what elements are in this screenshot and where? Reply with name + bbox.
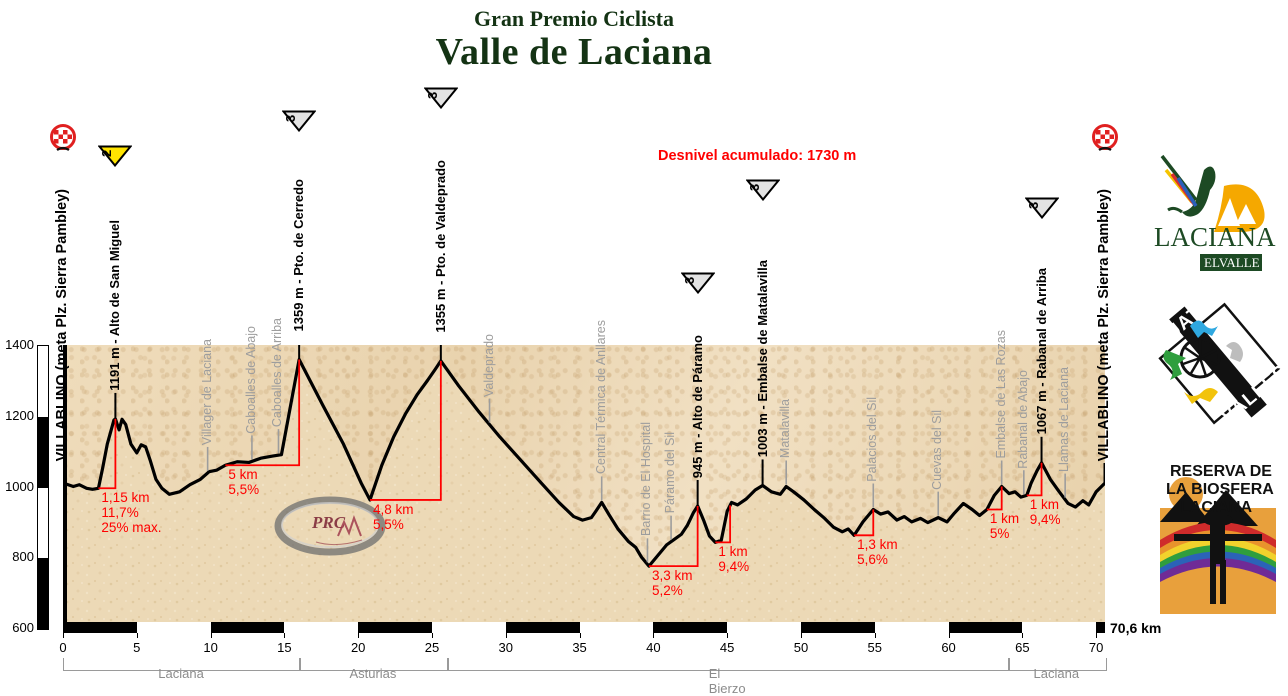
x-axis-tick: 60 bbox=[941, 640, 956, 655]
x-axis-km-bar bbox=[63, 622, 1105, 633]
gradient-bracket bbox=[225, 359, 301, 467]
x-axis-tick-mark bbox=[210, 633, 212, 638]
region-label: Laciana bbox=[1033, 666, 1080, 681]
total-ascent-label: Desnivel acumulado: 1730 m bbox=[658, 148, 857, 164]
x-axis-tick: 30 bbox=[498, 640, 513, 655]
gradient-bracket bbox=[648, 505, 699, 567]
climb-category-number: 2 bbox=[99, 149, 115, 158]
x-axis-tick: 0 bbox=[59, 640, 67, 655]
region-bracket bbox=[299, 658, 449, 671]
climb-category-number: 3 bbox=[424, 91, 440, 100]
climb-category-marker-3: 3 bbox=[680, 272, 715, 294]
y-axis-scale-bar bbox=[37, 345, 49, 630]
region-label: Asturias bbox=[349, 666, 397, 681]
climb-category-marker-2: 2 bbox=[98, 145, 133, 167]
gradient-bracket bbox=[369, 360, 442, 501]
region-bracket bbox=[446, 658, 1010, 671]
climb-category-marker-3: 3 bbox=[282, 110, 317, 132]
x-axis-tick: 25 bbox=[424, 640, 440, 655]
gradient-bracket bbox=[715, 505, 732, 544]
x-axis-tick: 5 bbox=[133, 640, 141, 655]
laciana-el-valle-logo: LACIANA ELVALLE bbox=[1152, 134, 1284, 286]
prc-watermark-logo: PRC bbox=[272, 492, 388, 558]
logo-line2: LA BIOSFERA bbox=[1166, 481, 1274, 498]
region-label: El Bierzo bbox=[708, 666, 746, 696]
x-axis-tick-mark bbox=[579, 633, 581, 638]
climb-category-marker-3: 3 bbox=[745, 179, 780, 202]
climb-category-marker-3: 3 bbox=[423, 87, 458, 109]
x-axis-tick-mark bbox=[505, 633, 507, 638]
elevation-profile-chart: PRC bbox=[63, 345, 1105, 628]
page-title: Valle de Laciana bbox=[435, 31, 713, 73]
page-subtitle: Gran Premio Ciclista bbox=[474, 6, 674, 31]
gradient-bracket bbox=[986, 486, 1003, 511]
x-axis-tick: 45 bbox=[719, 640, 735, 655]
x-axis-tick-mark bbox=[1096, 633, 1098, 638]
y-axis-labels: 1400 1200 1000 800 600 bbox=[0, 0, 34, 691]
climb-category-number: 3 bbox=[1025, 201, 1041, 209]
x-axis-tick: 35 bbox=[572, 640, 587, 655]
region-bracket bbox=[1007, 658, 1107, 671]
gradient-bracket bbox=[854, 509, 875, 537]
x-axis-tick: 15 bbox=[277, 640, 292, 655]
gradient-bracket bbox=[1026, 462, 1043, 497]
x-axis-tick-mark bbox=[948, 633, 950, 638]
gradient-bracket bbox=[98, 418, 117, 490]
x-axis-tick: 55 bbox=[867, 640, 882, 655]
x-axis-tick-mark bbox=[800, 633, 802, 638]
y-axis-line bbox=[63, 345, 67, 633]
x-axis-tick-mark bbox=[1022, 633, 1024, 638]
x-axis-tick-mark bbox=[431, 633, 433, 638]
checkered-flag-icon bbox=[1091, 123, 1119, 152]
x-axis-tick-mark bbox=[63, 633, 64, 638]
reserva-biosfera-laciana-logo: RESERVA DE LA BIOSFERA LACIANA bbox=[1152, 448, 1284, 618]
x-axis-tick: 50 bbox=[793, 640, 809, 655]
y-axis-tick: 1200 bbox=[5, 407, 34, 423]
x-axis-tick-mark bbox=[874, 633, 876, 638]
logo-line3: LACIANA bbox=[1180, 499, 1252, 516]
x-axis-tick-mark bbox=[653, 633, 655, 638]
logo-line1: RESERVA DE bbox=[1170, 463, 1272, 480]
x-axis-tick-mark bbox=[284, 633, 286, 638]
x-axis-tick: 10 bbox=[203, 640, 218, 655]
climb-category-number: 3 bbox=[746, 184, 762, 192]
profile-svg bbox=[63, 345, 1105, 628]
y-axis-tick: 1400 bbox=[5, 337, 34, 352]
summit-label: 1359 m - Pto. de Cerredo bbox=[291, 179, 307, 332]
x-axis-tick-mark bbox=[136, 633, 138, 638]
logo-text: LACIANA bbox=[1154, 222, 1276, 252]
summit-label: 1355 m - Pto. de Valdeprado bbox=[432, 160, 448, 333]
total-distance-label: 70,6 km bbox=[1110, 620, 1162, 636]
x-axis-tick-mark bbox=[358, 633, 360, 638]
checkered-flag-icon bbox=[49, 123, 77, 152]
y-axis-tick: 600 bbox=[12, 620, 34, 635]
y-axis-tick: 800 bbox=[12, 549, 34, 565]
x-axis-tick-mark bbox=[727, 633, 729, 638]
x-axis-tick: 40 bbox=[646, 640, 661, 655]
logo-text: CUATRO bbox=[1152, 300, 1230, 354]
climb-category-marker-3: 3 bbox=[1024, 197, 1059, 219]
x-axis-tick: 20 bbox=[350, 640, 366, 655]
region-bracket bbox=[63, 658, 302, 671]
svg-text:PRC: PRC bbox=[311, 513, 346, 532]
logo-subtext: ELVALLE bbox=[1204, 255, 1260, 270]
cuatro-valles-logo: CUATRO VALLES bbox=[1151, 282, 1288, 432]
climb-category-number: 3 bbox=[283, 114, 299, 122]
y-axis-tick: 1000 bbox=[5, 478, 34, 494]
region-label: Laciana bbox=[158, 666, 204, 681]
climb-category-number: 3 bbox=[681, 276, 697, 285]
x-axis-tick: 70 bbox=[1088, 640, 1104, 655]
x-axis-tick: 65 bbox=[1015, 640, 1030, 655]
